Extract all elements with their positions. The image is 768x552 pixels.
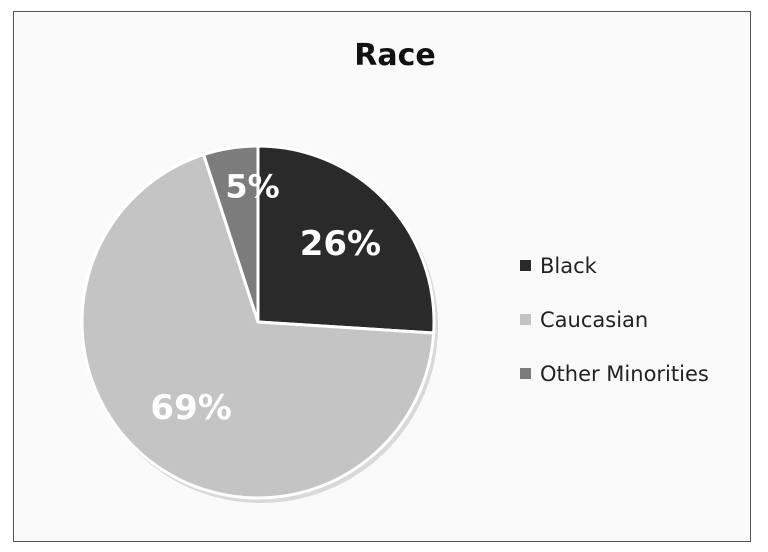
- legend-item-caucasian: Caucasian: [520, 306, 709, 333]
- data-label-caucasian: 69%: [150, 388, 231, 428]
- chart-title: Race: [354, 38, 436, 73]
- legend-item-other-minorities: Other Minorities: [520, 360, 709, 387]
- legend-swatch-caucasian: [520, 314, 531, 325]
- legend-swatch-black: [520, 260, 531, 271]
- legend-item-black: Black: [520, 252, 709, 279]
- pie-slice-black: [256, 144, 436, 335]
- chart-legend: Black Caucasian Other Minorities: [520, 252, 709, 414]
- data-label-black: 26%: [300, 224, 381, 264]
- data-label-other-minorities: 5%: [225, 167, 279, 205]
- legend-label-other-minorities: Other Minorities: [540, 361, 709, 386]
- legend-swatch-other-minorities: [520, 368, 531, 379]
- pie-slice-other-minorities: [202, 144, 260, 324]
- pie-slice-caucasian: [80, 153, 436, 500]
- legend-label-caucasian: Caucasian: [540, 307, 649, 332]
- legend-label-black: Black: [540, 253, 597, 278]
